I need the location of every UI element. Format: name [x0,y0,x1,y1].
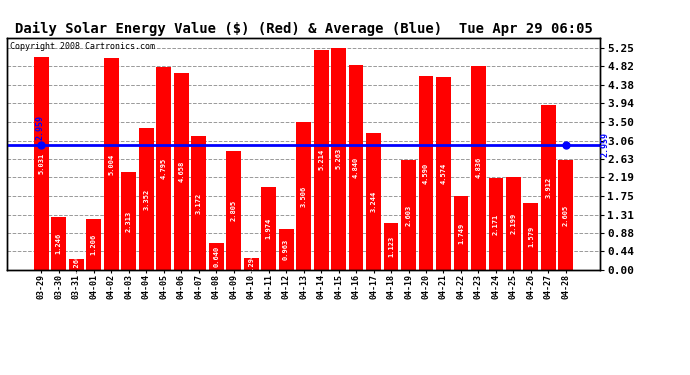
Text: 2.805: 2.805 [230,200,237,221]
Bar [279,229,293,270]
Bar [436,76,451,270]
Text: 4.836: 4.836 [475,157,482,178]
Bar [34,57,49,270]
Bar [471,66,486,270]
Text: 0.640: 0.640 [213,246,219,267]
Text: 2.959: 2.959 [36,115,45,140]
Bar [506,177,521,270]
Bar [69,259,83,270]
Bar [558,160,573,270]
Text: 0.963: 0.963 [283,239,289,260]
Text: 2.199: 2.199 [511,213,516,234]
Text: 1.123: 1.123 [388,236,394,257]
Bar [191,136,206,270]
Bar [366,133,381,270]
Bar [86,219,101,270]
Bar [541,105,556,270]
Text: 5.214: 5.214 [318,149,324,170]
Text: 3.352: 3.352 [144,189,149,210]
Text: 4.574: 4.574 [440,163,446,184]
Text: 4.658: 4.658 [178,161,184,182]
Bar [384,222,398,270]
Text: 4.840: 4.840 [353,157,359,178]
Text: 5.031: 5.031 [39,153,44,174]
Bar [104,58,119,270]
Bar [51,217,66,270]
Text: 3.506: 3.506 [301,185,306,207]
Text: 0.294: 0.294 [248,253,254,274]
Bar [121,172,136,270]
Bar [296,122,311,270]
Bar [331,48,346,270]
Bar [453,196,469,270]
Bar [314,50,328,270]
Bar [209,243,224,270]
Text: 2.959: 2.959 [600,132,609,158]
Bar [348,65,364,270]
Text: 3.912: 3.912 [545,177,551,198]
Text: 3.244: 3.244 [371,191,377,212]
Bar [489,178,504,270]
Text: 1.749: 1.749 [458,222,464,244]
Title: Daily Solar Energy Value ($) (Red) & Average (Blue)  Tue Apr 29 06:05: Daily Solar Energy Value ($) (Red) & Ave… [14,22,593,36]
Bar [174,73,188,270]
Bar [244,258,259,270]
Bar [419,76,433,270]
Bar [156,67,171,270]
Text: 0.266: 0.266 [73,254,79,275]
Bar [226,152,241,270]
Text: 1.974: 1.974 [266,217,272,239]
Text: 1.579: 1.579 [528,226,534,247]
Bar [262,186,276,270]
Text: 4.590: 4.590 [423,162,429,184]
Text: 3.172: 3.172 [196,192,201,214]
Text: 2.171: 2.171 [493,213,499,235]
Text: 2.603: 2.603 [406,204,411,226]
Bar [401,160,416,270]
Bar [139,128,154,270]
Text: 4.795: 4.795 [161,158,167,179]
Text: 2.605: 2.605 [563,204,569,226]
Text: 5.263: 5.263 [335,148,342,170]
Text: Copyright 2008 Cartronics.com: Copyright 2008 Cartronics.com [10,42,155,51]
Text: 1.246: 1.246 [56,233,62,254]
Bar [524,203,538,270]
Text: 2.313: 2.313 [126,210,132,232]
Text: 5.004: 5.004 [108,154,115,175]
Text: 1.206: 1.206 [91,234,97,255]
